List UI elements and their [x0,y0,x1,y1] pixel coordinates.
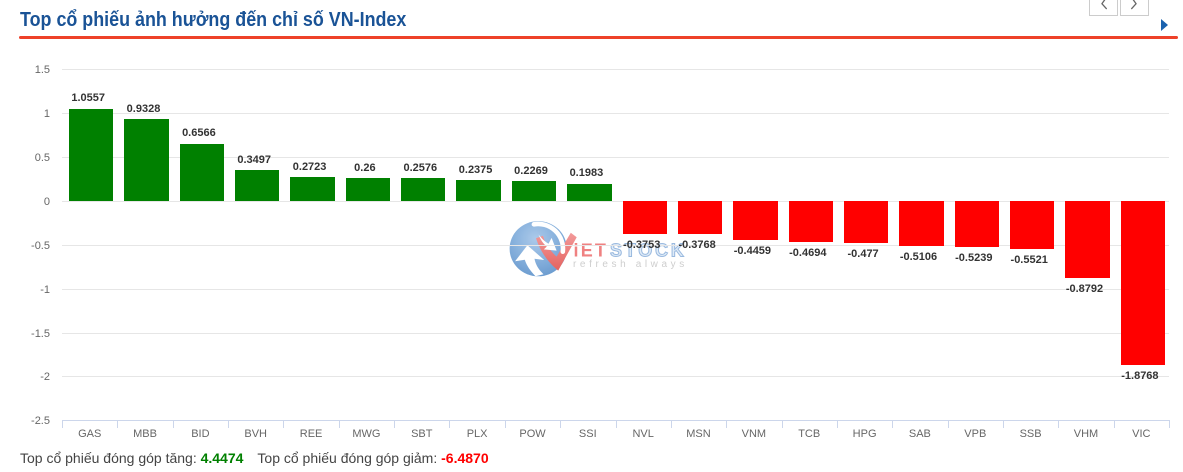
svg-text:refresh always: refresh always [573,259,688,270]
svg-text:iET: iET [574,240,609,260]
